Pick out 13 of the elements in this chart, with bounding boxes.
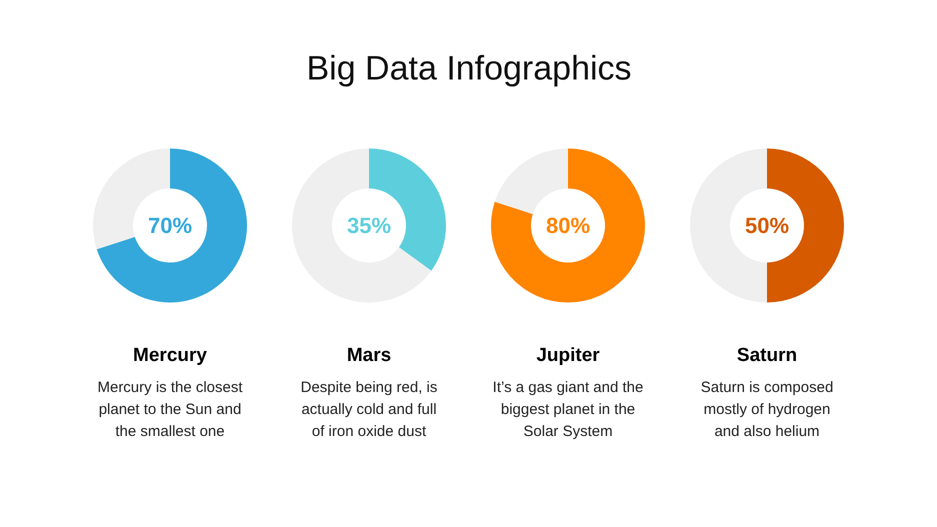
text: Saturn — [736, 345, 798, 366]
data-label: 50% — [744, 213, 790, 238]
text: It’s a gas giant and the biggest planet in the Solar System — [492, 379, 644, 440]
data-label: 80% — [546, 213, 590, 238]
data-label: 35% — [346, 213, 392, 238]
text: Saturn is composed mostly of hydrogen and also helium — [700, 379, 834, 440]
text: Mercury — [133, 345, 208, 366]
data-label: 70% — [148, 213, 192, 238]
text: Jupiter — [536, 345, 600, 366]
text: Despite being red, is actually cold and full of iron oxide dust — [300, 379, 438, 440]
text: Big Data Infographics — [306, 50, 632, 88]
text: Mars — [346, 345, 392, 366]
text: Mercury is the closest planet to the Sun and the smallest one — [97, 379, 244, 440]
